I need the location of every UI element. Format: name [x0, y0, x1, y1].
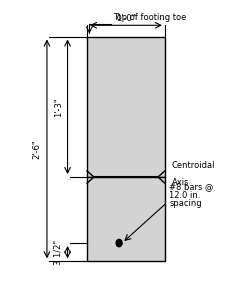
Text: #8 bars @: #8 bars @	[169, 182, 214, 191]
Text: 1'-0": 1'-0"	[116, 14, 136, 23]
Bar	[87, 177, 165, 261]
Text: spacing: spacing	[169, 199, 202, 208]
Text: 1'-3": 1'-3"	[54, 97, 63, 117]
Text: Axis: Axis	[172, 178, 189, 187]
Circle shape	[116, 239, 122, 247]
Text: Top of footing toe: Top of footing toe	[113, 13, 187, 22]
Text: 2'-6": 2'-6"	[32, 139, 41, 159]
Text: 12.0 in.: 12.0 in.	[169, 191, 201, 200]
Bar	[87, 37, 165, 177]
Text: Centroidal: Centroidal	[172, 161, 215, 170]
Text: 3 1/2": 3 1/2"	[54, 240, 63, 265]
